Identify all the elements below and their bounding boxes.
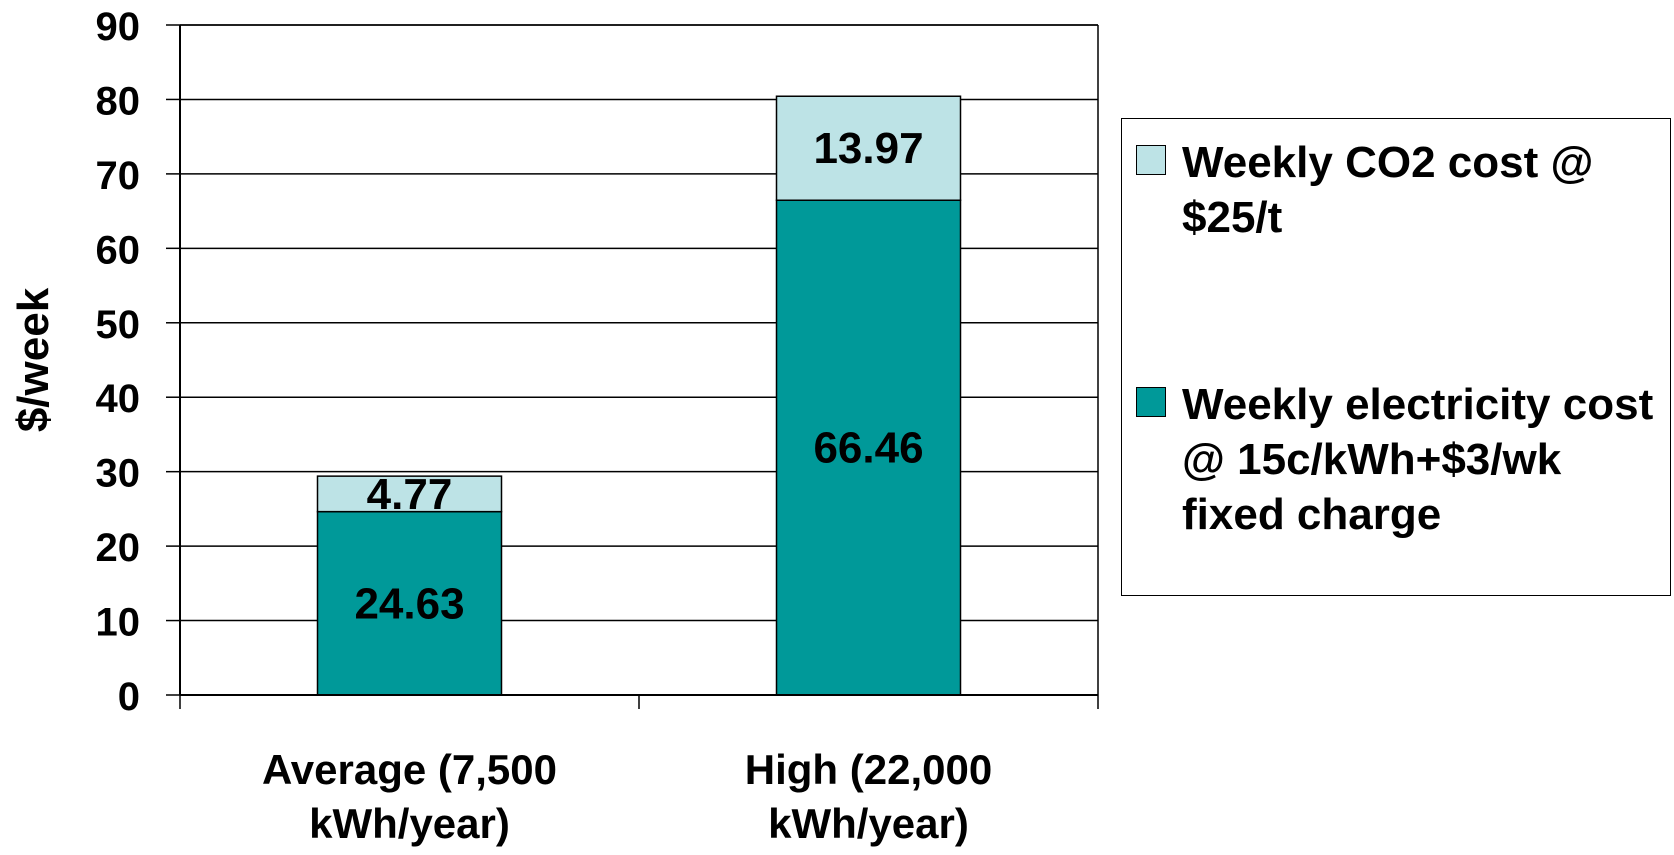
legend-label-electricity: Weekly electricity cost @ 15c/kWh+$3/wk … <box>1182 380 1654 539</box>
y-tick-label: 70 <box>96 154 141 198</box>
x-tick-label: kWh/year) <box>768 800 969 847</box>
axes <box>166 24 1099 709</box>
bar-segment <box>316 475 503 513</box>
legend-swatch-electricity <box>1136 387 1166 417</box>
data-label: 4.77 <box>367 470 453 519</box>
data-label: 66.46 <box>813 424 923 473</box>
x-tick-label: Average (7,500 <box>262 746 557 793</box>
y-tick-label: 0 <box>118 675 140 719</box>
bars <box>316 95 962 696</box>
y-axis-label: $/week <box>9 287 58 432</box>
labels: 0 10 20 30 40 50 60 70 80 90 24.63 4.77 Average (7,5… <box>9 5 992 847</box>
legend-swatch-co2 <box>1136 145 1166 175</box>
data-label: 13.97 <box>813 124 923 173</box>
y-tick-label: 80 <box>96 79 141 123</box>
y-tick-label: 50 <box>96 303 141 347</box>
legend: Weekly CO2 cost @ $25/t Weekly electrici… <box>1121 118 1671 596</box>
legend-item-electricity: Weekly electricity cost @ 15c/kWh+$3/wk … <box>1136 377 1660 542</box>
y-tick-label: 30 <box>96 452 141 496</box>
legend-label-co2: Weekly CO2 cost @ $25/t <box>1182 138 1594 242</box>
y-tick-label: 60 <box>96 228 141 272</box>
y-tick-label: 10 <box>96 601 141 645</box>
y-tick-label: 90 <box>96 5 141 49</box>
x-tick-label: High (22,000 <box>745 746 992 793</box>
bar-segment <box>775 95 962 201</box>
legend-item-co2: Weekly CO2 cost @ $25/t <box>1136 135 1660 245</box>
y-tick-label: 40 <box>96 377 141 421</box>
bar-segment <box>316 510 503 696</box>
data-label: 24.63 <box>354 579 464 628</box>
x-tick-label: kWh/year) <box>309 800 510 847</box>
y-tick-label: 20 <box>96 526 141 570</box>
